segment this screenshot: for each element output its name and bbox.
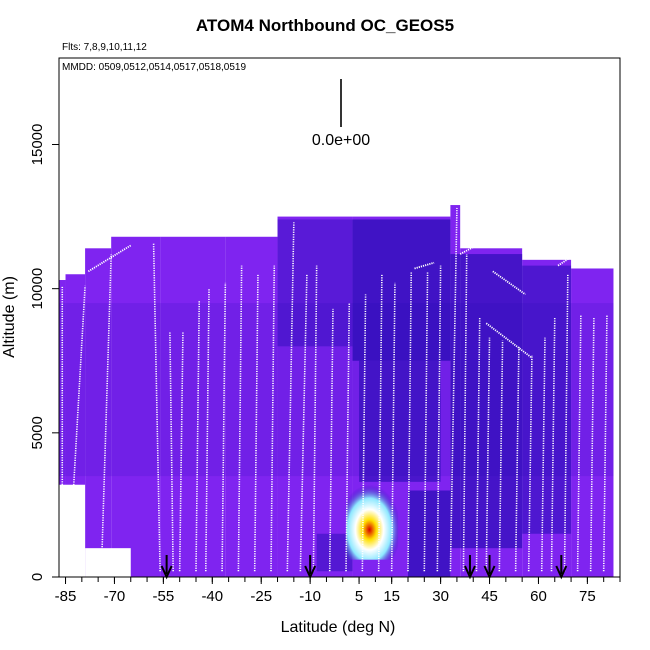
x-tick-label: -25 [250,588,272,605]
field-gap [85,548,131,577]
x-tick-label: -70 [104,588,126,605]
profile-track [576,314,582,572]
chart-title: ATOM4 Northbound OC_GEOS5 [195,16,455,35]
profile-track [67,285,86,572]
profile-track [195,300,201,572]
profile-track [312,265,318,572]
profile-track [423,271,429,572]
level-leg [557,256,572,267]
dates-note: MMDD: 0509,0512,0514,0517,0518,0519 [62,62,247,73]
field-gap [59,484,86,577]
field-band [225,303,278,477]
field-dark-region [407,490,451,577]
profile-track [563,274,569,572]
profile-track [253,274,259,572]
x-tick-label: -55 [153,588,175,605]
x-tick-label: 5 [355,588,363,605]
profile-track [436,265,442,572]
y-tick-label: 10000 [29,268,46,310]
plot-frame [58,57,621,578]
level-leg [459,235,494,255]
x-tick-label: 15 [383,588,400,605]
profile-track [178,331,184,572]
profile-track [299,274,308,572]
field-dark-region [359,360,441,482]
field-band [65,303,86,477]
profile-track [100,254,112,572]
profile-track [204,288,210,572]
profile-track [514,346,520,572]
field-band [160,303,226,477]
enhancement-layer [346,484,399,560]
y-tick-label: 15000 [29,124,46,166]
field-band [277,303,353,477]
profile-track [361,294,367,572]
field-dark-region [450,254,523,549]
profile-track [527,354,533,572]
profile-track [407,271,413,572]
field-dark-region [277,219,353,347]
profile-track [152,242,161,572]
field-column [111,236,161,577]
flights-note: Flts: 7,8,9,10,11,12 [62,42,147,53]
profile-track [286,222,295,572]
profile-track [328,308,334,572]
field-column [225,236,278,577]
field-band [59,303,66,477]
field-column [277,216,353,578]
enhancement-plume [346,484,399,560]
field-band [111,303,161,477]
field-column [522,259,572,577]
profile-track [550,317,556,572]
profile-track [475,317,481,572]
field-dark-region [352,219,451,361]
level-leg [492,270,526,296]
profile-track [390,282,396,572]
x-tick-label: 75 [579,588,596,605]
x-tick-label: 45 [481,588,498,605]
profile-track [449,207,458,572]
y-tick-label: 5000 [29,416,46,449]
flight-tracks [61,207,608,572]
field-band [85,303,112,477]
profile-track [169,331,174,572]
profile-track [270,265,276,572]
concentration-field [59,205,614,578]
profile-track [237,265,243,572]
profile-track [540,337,546,572]
scale-label: 0.0e+00 [312,132,370,149]
profile-track [221,282,227,572]
x-tick-label: 60 [530,588,547,605]
y-axis-label: Altitude (m) [1,276,18,358]
profile-track [602,314,608,572]
profile-track [462,254,468,572]
x-tick-label: -85 [55,588,77,605]
y-tick-label: 0 [29,573,46,581]
level-leg [485,322,533,359]
x-axis-label: Latitude (deg N) [281,619,396,636]
profile-track [485,337,491,572]
profile-track [345,303,351,572]
field-band [571,303,614,477]
level-leg [87,244,132,273]
field-band [522,303,572,477]
profile-track [589,317,595,572]
x-tick-label: -40 [201,588,223,605]
x-tick-label: -10 [299,588,321,605]
axes: -85 -70 -55 -40 -25 -10 5 15 30 45 60 75 0 5000 10000 1… [29,57,621,605]
profile-track [377,274,383,572]
profile-track [498,340,504,572]
x-tick-label: 30 [432,588,449,605]
